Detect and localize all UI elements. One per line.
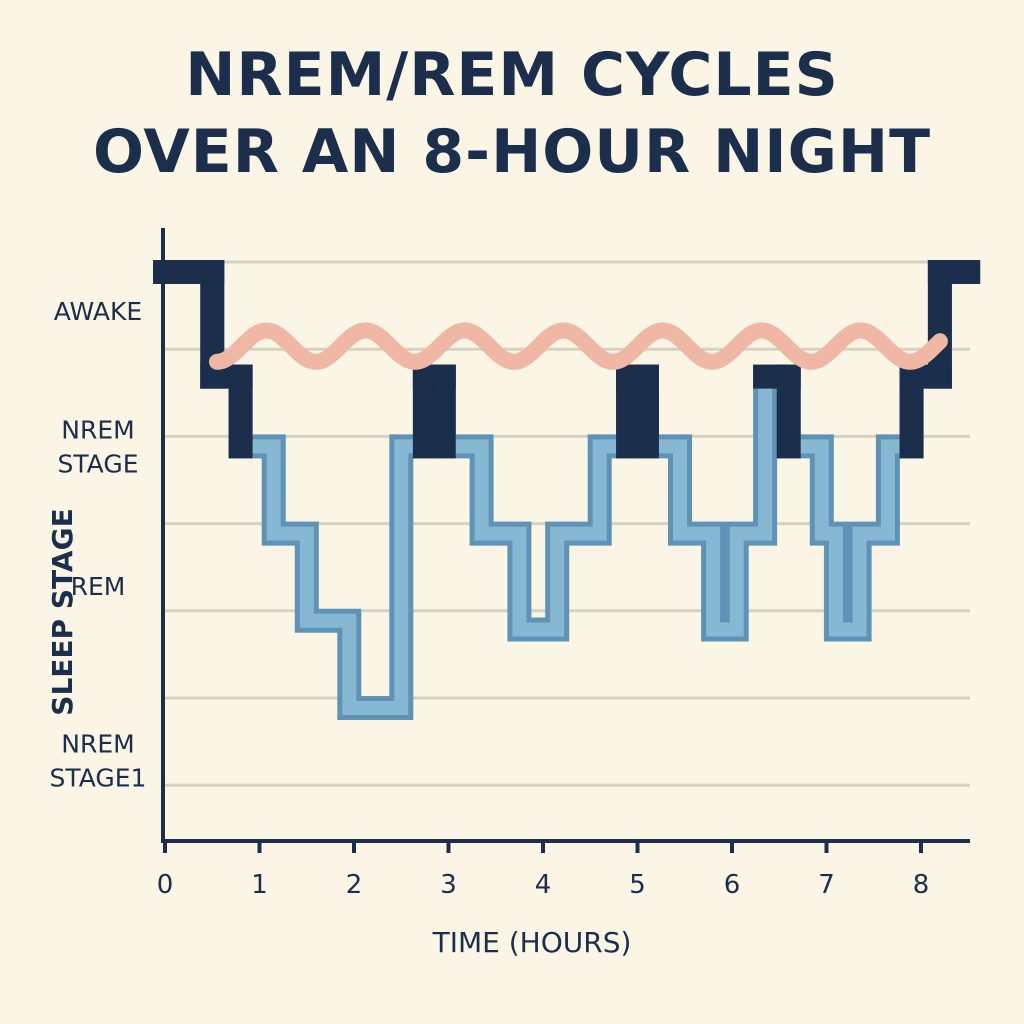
axes bbox=[161, 228, 970, 843]
x-tick-label: 0 bbox=[157, 870, 174, 900]
y-stage-label: NREM bbox=[61, 729, 134, 758]
y-stage-label: AWAKE bbox=[54, 297, 142, 326]
y-stage-label: NREM bbox=[61, 415, 134, 444]
y-stage-label: STAGE bbox=[57, 449, 138, 478]
y-stage-label: REM bbox=[71, 572, 126, 601]
x-tick-label: 2 bbox=[346, 870, 363, 900]
hypnogram-series bbox=[153, 260, 981, 720]
rem-wave-series bbox=[209, 322, 948, 370]
y-stage-label: STAGE1 bbox=[50, 763, 147, 792]
x-tick-label: 3 bbox=[440, 870, 457, 900]
x-tick-label: 6 bbox=[724, 870, 741, 900]
chart-title-line-1: NREM/REM CYCLES bbox=[185, 40, 839, 110]
x-tick-label: 1 bbox=[251, 870, 268, 900]
rem-wave-line bbox=[209, 322, 948, 370]
x-tick-label: 4 bbox=[535, 870, 552, 900]
chart-title-line-2: OVER AN 8-HOUR NIGHT bbox=[92, 117, 932, 187]
x-tick-label: 5 bbox=[629, 870, 646, 900]
x-axis-ticks: 0 1 2 3 4 5 6 7 8 bbox=[157, 841, 930, 900]
x-axis-title: TIME (HOURS) bbox=[432, 926, 632, 959]
y-axis-stage-labels: AWAKE NREM STAGE REM NREM STAGE1 bbox=[50, 297, 147, 792]
x-tick-label: 8 bbox=[913, 870, 930, 900]
y-axis-title: SLEEP STAGE bbox=[46, 508, 79, 715]
x-tick-label: 7 bbox=[818, 870, 835, 900]
